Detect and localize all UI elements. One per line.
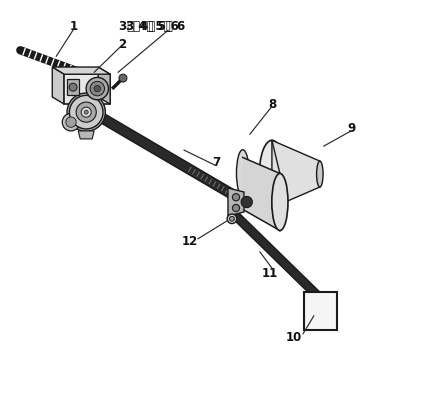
Polygon shape [228,188,244,216]
Ellipse shape [236,150,249,196]
Circle shape [84,110,88,114]
Circle shape [81,107,91,117]
Polygon shape [78,131,94,139]
Text: 2: 2 [118,38,126,51]
Text: 3．4．5．6: 3．4．5．6 [125,20,179,33]
Text: 1: 1 [70,20,78,33]
Circle shape [86,77,108,100]
Polygon shape [52,67,110,74]
Polygon shape [98,67,110,104]
Text: 12: 12 [182,235,198,248]
Circle shape [66,117,76,127]
Text: 8: 8 [268,98,276,111]
Circle shape [227,214,237,223]
Text: 10: 10 [286,331,302,344]
Text: 9: 9 [348,121,356,135]
Circle shape [229,216,235,221]
Circle shape [70,95,103,129]
Circle shape [232,193,240,201]
Circle shape [69,83,77,91]
Bar [64,74,110,104]
Bar [67,79,79,95]
Circle shape [76,102,96,122]
Polygon shape [52,67,64,104]
Ellipse shape [259,140,285,208]
Bar [304,292,337,330]
Circle shape [62,113,80,131]
Circle shape [67,93,105,131]
Circle shape [94,85,101,92]
Circle shape [90,82,105,96]
Circle shape [232,204,240,212]
Polygon shape [272,140,320,208]
Circle shape [241,196,252,208]
Circle shape [119,74,127,82]
Text: 3。 4。 5。 6: 3。 4。 5。 6 [119,20,185,33]
Text: 7: 7 [212,156,220,168]
Ellipse shape [272,173,288,230]
Text: 11: 11 [262,267,278,280]
Ellipse shape [317,161,323,187]
Polygon shape [243,158,280,230]
